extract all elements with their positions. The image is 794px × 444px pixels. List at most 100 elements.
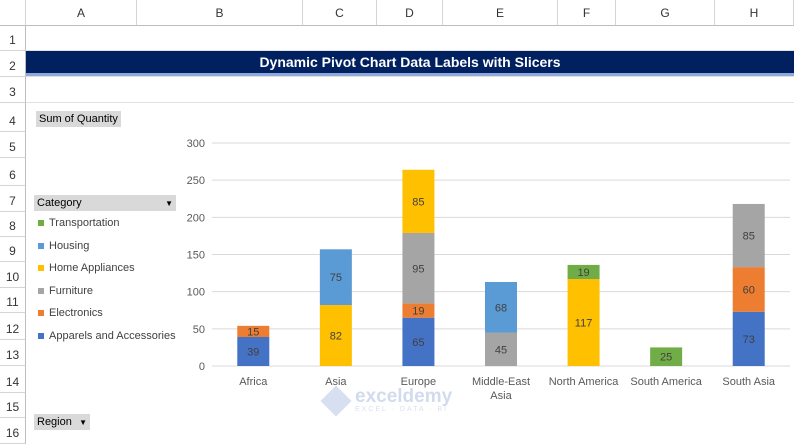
watermark-brand: exceldemy <box>355 386 453 407</box>
bar-segment[interactable] <box>732 311 765 366</box>
legend-item: Home Appliances <box>38 262 135 274</box>
row-header-10[interactable]: 10 <box>0 262 26 288</box>
watermark: exceldemy EXCEL · DATA · BI <box>320 384 453 417</box>
bar-segment[interactable] <box>237 325 270 338</box>
column-header-G[interactable]: G <box>616 0 715 26</box>
legend-item: Electronics <box>38 307 103 319</box>
legend-swatch-icon <box>38 287 44 294</box>
x-tick-label: Europe <box>401 376 436 388</box>
dropdown-arrow-icon: ▼ <box>79 417 87 427</box>
column-header-C[interactable]: C <box>303 0 377 26</box>
data-label: 60 <box>743 284 755 296</box>
row-header-9[interactable]: 9 <box>0 237 26 262</box>
column-header-B[interactable]: B <box>137 0 303 26</box>
legend-swatch-icon <box>38 265 44 271</box>
x-tick-label: Middle-East Asia <box>472 376 530 402</box>
data-label: 45 <box>495 344 507 356</box>
legend-label: Furniture <box>49 284 94 297</box>
bar-segment[interactable] <box>237 337 270 366</box>
x-tick-label: Africa <box>239 376 268 388</box>
data-label: 82 <box>330 331 342 343</box>
row-header-12[interactable]: 12 <box>0 313 26 340</box>
bar-segment[interactable] <box>485 332 517 366</box>
column-header-F[interactable]: F <box>558 0 616 26</box>
row-header-7[interactable]: 7 <box>0 186 26 212</box>
column-header-D[interactable]: D <box>377 0 443 26</box>
x-tick-label: South Asia <box>722 376 775 388</box>
y-tick-label: 0 <box>199 361 205 373</box>
legend-label: Home Appliances <box>49 262 135 274</box>
row-header-6[interactable]: 6 <box>0 158 26 186</box>
select-all-corner[interactable] <box>0 0 26 26</box>
legend-item: Housing <box>38 240 89 252</box>
category-filter-label: Category <box>37 197 82 209</box>
legend-label: Housing <box>49 239 90 252</box>
row-header-1[interactable]: 1 <box>0 26 26 51</box>
data-label: 95 <box>412 263 424 275</box>
row-header-15[interactable]: 15 <box>0 393 26 418</box>
legend-swatch-icon <box>38 310 44 316</box>
y-tick-label: 150 <box>187 250 205 262</box>
x-tick-label: North America <box>549 376 620 388</box>
bar-segment[interactable] <box>402 169 435 233</box>
x-tick-label: Asia <box>325 376 347 388</box>
bar-segment[interactable] <box>319 249 352 306</box>
y-tick-label: 50 <box>193 324 205 336</box>
data-label: 19 <box>412 306 424 318</box>
bar-segment[interactable] <box>402 232 435 304</box>
x-tick-label: South America <box>630 376 702 388</box>
legend-swatch-icon <box>38 242 44 249</box>
data-label: 73 <box>743 334 755 346</box>
legend-label: Transportation <box>49 217 120 229</box>
y-tick-label: 100 <box>187 287 205 299</box>
bar-segment[interactable] <box>402 317 435 366</box>
bar-segment[interactable] <box>402 303 435 318</box>
bar-segment[interactable] <box>485 282 517 333</box>
legend-label: Electronics <box>49 307 103 319</box>
bar-segment[interactable] <box>567 279 600 366</box>
row-header-4[interactable]: 4 <box>0 103 26 132</box>
logo-icon <box>320 384 352 417</box>
dropdown-arrow-icon: ▼ <box>165 198 173 208</box>
legend-swatch-icon <box>38 220 44 226</box>
sum-of-quantity-field-button[interactable]: Sum of Quantity <box>36 111 121 127</box>
watermark-tagline: EXCEL · DATA · BI <box>355 406 448 413</box>
data-label: 15 <box>247 326 259 338</box>
column-header-A[interactable]: A <box>26 0 137 26</box>
legend-swatch-icon <box>38 332 44 339</box>
row-gridline <box>26 102 794 103</box>
row-gridline <box>26 50 794 51</box>
bar-segment[interactable] <box>732 267 765 312</box>
data-label: 85 <box>412 196 424 208</box>
data-label: 19 <box>577 267 589 279</box>
row-header-8[interactable]: 8 <box>0 212 26 237</box>
row-header-5[interactable]: 5 <box>0 132 26 158</box>
data-label: 117 <box>575 318 593 330</box>
row-header-2[interactable]: 2 <box>0 51 26 77</box>
data-label: 39 <box>247 347 259 359</box>
bar-segment[interactable] <box>567 264 600 280</box>
legend-item: Transportation <box>38 217 120 229</box>
column-header-E[interactable]: E <box>443 0 558 26</box>
bar-segment[interactable] <box>319 305 352 366</box>
row-header-13[interactable]: 13 <box>0 340 26 366</box>
data-label: 68 <box>495 302 507 314</box>
legend-item: Furniture <box>38 285 93 297</box>
region-filter-button[interactable]: Region ▼ <box>34 414 90 430</box>
banner-title: Dynamic Pivot Chart Data Labels with Sli… <box>26 51 794 76</box>
bar-segment[interactable] <box>732 203 765 268</box>
row-header-11[interactable]: 11 <box>0 288 26 313</box>
y-tick-label: 300 <box>187 138 205 150</box>
legend-item: Apparels and Accessories <box>38 330 176 342</box>
bar-segment[interactable] <box>650 347 683 366</box>
data-label: 25 <box>660 352 672 364</box>
data-label: 65 <box>412 337 424 349</box>
legend-label: Apparels and Accessories <box>49 329 176 342</box>
row-header-3[interactable]: 3 <box>0 77 26 103</box>
row-header-14[interactable]: 14 <box>0 366 26 393</box>
region-filter-label: Region <box>37 416 72 428</box>
category-filter-button[interactable]: Category ▼ <box>34 195 176 211</box>
y-tick-label: 250 <box>187 175 205 187</box>
row-gridline <box>26 76 794 77</box>
